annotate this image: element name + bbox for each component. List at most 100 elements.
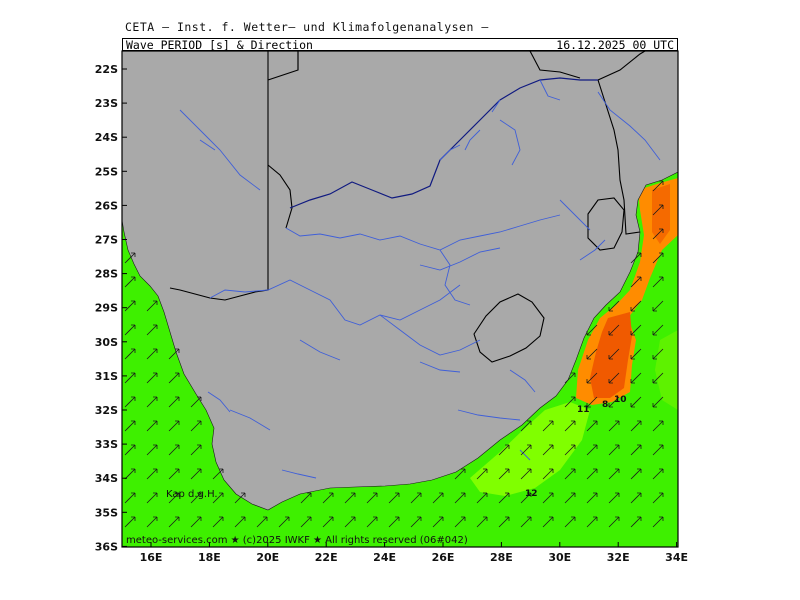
map-frame bbox=[121, 50, 679, 548]
direction-arrow bbox=[652, 516, 664, 528]
direction-arrow bbox=[168, 516, 180, 528]
sea-lightgreen-field bbox=[470, 402, 590, 496]
direction-arrow bbox=[630, 516, 642, 528]
lon-tick-label: 32E bbox=[607, 551, 630, 564]
direction-arrow bbox=[564, 492, 576, 504]
lat-tick-label: 24S bbox=[95, 131, 118, 144]
lat-tick-label: 29S bbox=[95, 302, 118, 315]
direction-arrow bbox=[432, 516, 444, 528]
direction-arrow bbox=[278, 516, 290, 528]
sea-darkorange-field bbox=[590, 312, 632, 398]
place-label: Kap d.g.H. bbox=[166, 489, 218, 500]
direction-arrow bbox=[586, 420, 598, 432]
direction-arrow bbox=[168, 492, 180, 504]
lat-tick-label: 30S bbox=[95, 336, 118, 349]
direction-arrow bbox=[542, 468, 554, 480]
direction-arrow bbox=[146, 348, 158, 360]
direction-arrow bbox=[476, 492, 488, 504]
direction-arrow bbox=[146, 468, 158, 480]
direction-arrow bbox=[388, 516, 400, 528]
border-north-limpopo bbox=[529, 51, 581, 79]
direction-arrow bbox=[564, 444, 576, 456]
land-southern-africa bbox=[122, 51, 678, 511]
direction-arrow bbox=[212, 468, 224, 480]
direction-arrow bbox=[454, 468, 466, 480]
direction-arrow bbox=[586, 396, 598, 408]
direction-arrow bbox=[432, 492, 444, 504]
direction-arrow bbox=[652, 228, 664, 240]
direction-arrow bbox=[586, 348, 598, 360]
direction-arrow bbox=[366, 492, 378, 504]
lat-tick-label: 33S bbox=[95, 438, 118, 451]
direction-arrow bbox=[630, 372, 642, 384]
direction-arrow bbox=[190, 444, 202, 456]
lon-tick-label: 24E bbox=[373, 551, 396, 564]
direction-arrow bbox=[520, 468, 532, 480]
direction-arrow bbox=[652, 492, 664, 504]
direction-arrow bbox=[168, 396, 180, 408]
border-mozambique bbox=[597, 51, 646, 235]
direction-arrow bbox=[124, 444, 136, 456]
latitude-axis: 22S 23S 24S 25S 26S 27S 28S 29S 30S 31S 32S 33S 34S 3… bbox=[95, 63, 127, 553]
direction-arrow bbox=[520, 492, 532, 504]
direction-arrow bbox=[124, 420, 136, 432]
direction-arrow bbox=[146, 396, 158, 408]
direction-arrow bbox=[586, 516, 598, 528]
lat-tick-label: 36S bbox=[95, 540, 118, 553]
direction-arrow bbox=[146, 492, 158, 504]
lat-tick-label: 26S bbox=[95, 199, 118, 212]
direction-arrow bbox=[542, 516, 554, 528]
lon-tick-label: 22E bbox=[315, 551, 338, 564]
lon-tick-label: 16E bbox=[140, 551, 163, 564]
direction-arrow bbox=[300, 516, 312, 528]
direction-arrow bbox=[586, 468, 598, 480]
lat-tick-label: 23S bbox=[95, 97, 118, 110]
direction-arrow bbox=[630, 468, 642, 480]
contour-label: 12 bbox=[525, 489, 538, 499]
direction-arrow bbox=[564, 468, 576, 480]
map-area bbox=[122, 51, 678, 547]
direction-arrow bbox=[168, 444, 180, 456]
direction-arrow bbox=[652, 420, 664, 432]
border-lesotho bbox=[473, 293, 545, 363]
direction-arrow bbox=[212, 492, 224, 504]
direction-arrow bbox=[520, 516, 532, 528]
direction-arrow bbox=[146, 516, 158, 528]
direction-arrow bbox=[168, 420, 180, 432]
lat-tick-label: 34S bbox=[95, 472, 118, 485]
lat-tick-label: 35S bbox=[95, 506, 118, 519]
direction-arrow bbox=[630, 444, 642, 456]
direction-arrow bbox=[190, 516, 202, 528]
direction-arrow bbox=[630, 492, 642, 504]
direction-arrow bbox=[190, 492, 202, 504]
direction-arrow bbox=[542, 492, 554, 504]
contour-label: 11 bbox=[577, 405, 590, 415]
direction-arrow bbox=[190, 396, 202, 408]
footer-credit: meteo-services.com ★ (c)2025 IWKF ★ All … bbox=[126, 535, 468, 546]
direction-arrow bbox=[146, 300, 158, 312]
parameter-label: Wave_PERIOD_[s]_&_Direction bbox=[126, 38, 313, 52]
direction-arrow bbox=[476, 516, 488, 528]
direction-arrow bbox=[234, 516, 246, 528]
direction-arrow bbox=[124, 372, 136, 384]
direction-arrow bbox=[124, 300, 136, 312]
direction-arrow bbox=[630, 252, 642, 264]
direction-arrow bbox=[586, 492, 598, 504]
direction-arrow bbox=[608, 396, 620, 408]
lat-tick-label: 22S bbox=[95, 63, 118, 76]
direction-arrow bbox=[608, 324, 620, 336]
direction-arrow bbox=[146, 324, 158, 336]
direction-arrow bbox=[454, 516, 466, 528]
direction-arrow bbox=[652, 396, 664, 408]
direction-arrow bbox=[586, 444, 598, 456]
direction-arrow bbox=[322, 516, 334, 528]
lon-tick-label: 34E bbox=[665, 551, 688, 564]
direction-arrow bbox=[564, 516, 576, 528]
lat-tick-label: 31S bbox=[95, 370, 118, 383]
direction-arrow bbox=[652, 324, 664, 336]
lon-tick-label: 18E bbox=[198, 551, 221, 564]
direction-arrow bbox=[168, 468, 180, 480]
contour-label: 8 bbox=[602, 400, 608, 410]
longitude-axis: 16E 18E 20E 22E 24E 26E 28E 30E 32E 34E bbox=[140, 542, 688, 564]
